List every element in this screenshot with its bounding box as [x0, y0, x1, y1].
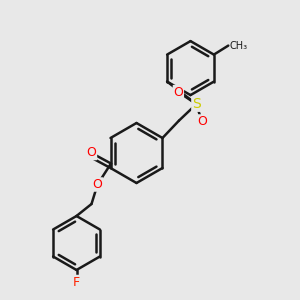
- Text: O: O: [93, 178, 102, 191]
- Text: O: O: [87, 146, 96, 160]
- Text: F: F: [73, 275, 80, 289]
- Text: S: S: [192, 97, 201, 111]
- Text: O: O: [173, 85, 183, 99]
- Text: CH₃: CH₃: [229, 40, 247, 51]
- Text: O: O: [197, 115, 207, 128]
